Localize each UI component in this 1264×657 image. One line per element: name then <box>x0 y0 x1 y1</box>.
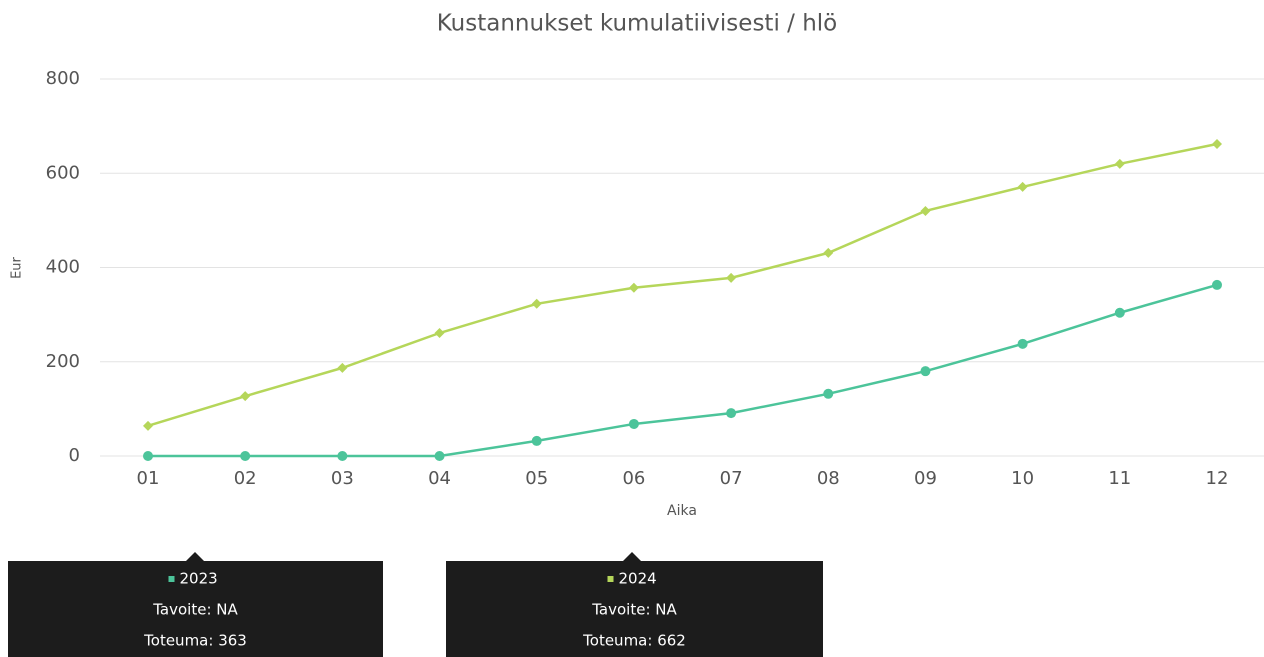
point <box>143 420 153 431</box>
tooltip-box <box>8 561 383 657</box>
x-tick-label: 07 <box>720 468 743 489</box>
y-tick-label: 200 <box>46 351 80 372</box>
point <box>726 408 737 419</box>
point <box>726 272 737 283</box>
tooltip-line: Tavoite: NA <box>591 601 677 619</box>
point <box>823 388 834 399</box>
x-axis-label: Aika <box>667 503 697 519</box>
point <box>1212 139 1222 150</box>
point <box>920 205 931 216</box>
tooltip-box <box>446 561 823 657</box>
point <box>240 391 251 402</box>
point <box>531 298 542 309</box>
chart-title: Kustannukset kumulatiivisesti / hlö <box>437 11 838 37</box>
x-tick-label: 11 <box>1108 468 1131 489</box>
y-tick-label: 800 <box>46 68 80 89</box>
legend-entry: 2023 <box>180 570 218 588</box>
tooltip-line: Tavoite: NA <box>152 601 238 619</box>
point <box>434 328 445 339</box>
x-tick-label: 09 <box>914 468 937 489</box>
point <box>920 366 931 377</box>
tooltip-line: Toteuma: 363 <box>143 632 247 650</box>
tooltip-arrow <box>623 552 641 561</box>
point <box>628 418 639 429</box>
x-tick-label: 12 <box>1206 468 1229 489</box>
point <box>628 282 639 293</box>
x-tick-label: 05 <box>525 468 548 489</box>
legend-entry: 2024 <box>619 570 657 588</box>
x-tick-label: 03 <box>331 468 354 489</box>
point <box>434 451 445 461</box>
series-line <box>147 142 1218 428</box>
point <box>531 435 542 446</box>
tooltip-arrow <box>186 552 204 561</box>
legend-swatch <box>168 576 175 582</box>
point <box>1114 307 1125 318</box>
point <box>1017 181 1028 192</box>
x-tick-label: 06 <box>622 468 645 489</box>
tooltip: 2023 Tavoite: NA Toteuma: 363 <box>8 552 383 657</box>
tooltip: 2024 Tavoite: NA Toteuma: 662 <box>446 552 823 657</box>
x-tick-label: 01 <box>137 468 160 489</box>
x-tick-label: 10 <box>1011 468 1034 489</box>
x-tick-label: 08 <box>817 468 840 489</box>
y-tick-label: 400 <box>46 257 80 278</box>
x-tick-label: 02 <box>234 468 257 489</box>
point <box>823 247 834 258</box>
y-axis-label: Eur <box>10 256 25 278</box>
legend-swatch <box>607 576 614 582</box>
y-tick-label: 0 <box>69 445 80 466</box>
tooltip-line: Toteuma: 662 <box>582 632 686 650</box>
point <box>1114 158 1125 169</box>
point <box>337 362 348 373</box>
point <box>143 451 153 461</box>
point <box>337 451 348 461</box>
series-line <box>148 283 1218 458</box>
point <box>240 451 251 461</box>
y-tick-label: 600 <box>46 162 80 183</box>
point <box>1212 279 1222 290</box>
x-tick-label: 04 <box>428 468 451 489</box>
point <box>1017 338 1028 349</box>
